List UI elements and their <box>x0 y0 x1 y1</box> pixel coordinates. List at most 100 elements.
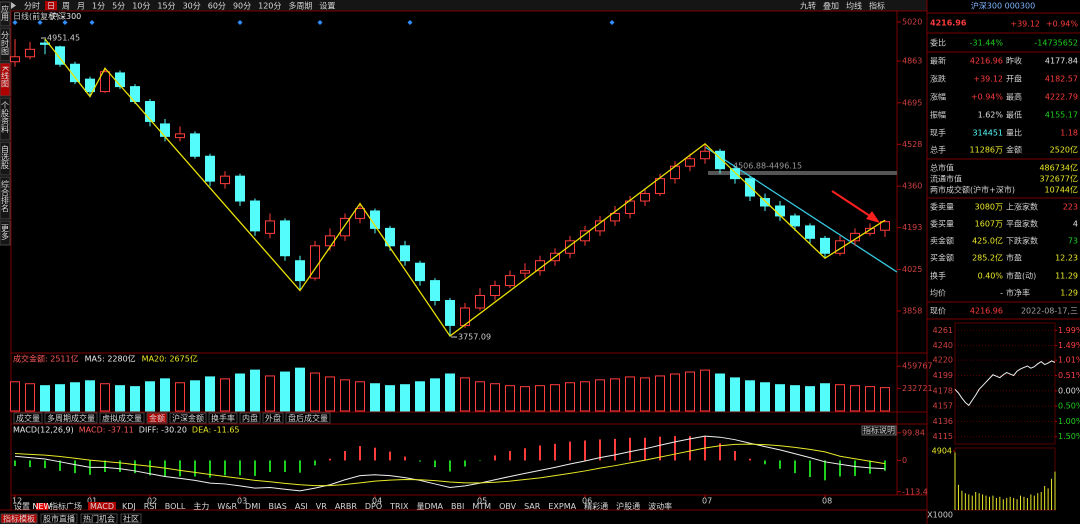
tab[interactable]: 金额 <box>149 413 165 423</box>
candle-body <box>760 198 770 207</box>
side-tab[interactable]: 分时图 <box>1 31 10 56</box>
tab[interactable]: 虚拟成交量 <box>102 413 142 423</box>
tab[interactable]: 30分 <box>183 2 201 11</box>
tab[interactable]: 叠加 <box>823 1 839 11</box>
indicator-tab[interactable]: DMI <box>245 502 260 511</box>
marker[interactable] <box>407 20 413 25</box>
quote-value: 11.29 <box>1055 272 1078 281</box>
volume-bar <box>700 369 710 412</box>
indicator-tab[interactable]: BOLL <box>165 502 186 511</box>
tab[interactable]: 分时 <box>24 1 40 11</box>
marker[interactable] <box>89 20 95 25</box>
indicator-tab[interactable]: KDJ <box>122 502 136 511</box>
side-tab-bg <box>0 176 11 220</box>
indicator-tab[interactable]: W&R <box>217 502 237 511</box>
tab[interactable]: 10分 <box>132 2 150 11</box>
indicator-tab[interactable]: VR <box>316 502 327 511</box>
bottom-tab[interactable]: 股市直播 <box>43 514 75 524</box>
indicator-tab[interactable]: MTM <box>472 502 491 511</box>
y2-tick-label: 0.50% <box>1058 402 1080 411</box>
indicator-tab[interactable]: 设置 <box>14 501 30 511</box>
quote-label: 振幅 <box>930 110 946 120</box>
tab[interactable]: 九转 <box>800 1 816 11</box>
bottom-tab[interactable]: 指标模板 <box>3 514 35 524</box>
indicator-tab[interactable]: EXPMA <box>548 502 576 511</box>
indicator-tab[interactable]: 指标广场 <box>50 501 82 511</box>
indicator-tab[interactable]: RSI <box>144 502 157 511</box>
indicator-tab[interactable]: MACD <box>90 502 114 511</box>
indicator-tab[interactable]: BBI <box>451 502 464 511</box>
tab[interactable]: 月 <box>77 2 85 11</box>
quote-value: 314451 <box>972 129 1003 138</box>
bottom-tab[interactable]: 热门机会 <box>83 514 115 524</box>
side-tab[interactable]: 更多 <box>1 224 10 241</box>
indicator-tab[interactable]: ARBR <box>335 502 358 511</box>
volume-bar <box>280 371 290 412</box>
indicator-tab[interactable]: ASI <box>295 502 308 511</box>
help-button-label[interactable]: 指标说明 <box>863 425 895 435</box>
marker[interactable] <box>317 20 323 25</box>
marker[interactable] <box>62 20 68 25</box>
side-tab[interactable]: 自选股 <box>1 144 10 170</box>
volume-bar <box>565 382 575 412</box>
tab[interactable]: 1分 <box>92 2 105 11</box>
indicator-tab[interactable]: 量DMA <box>416 502 443 511</box>
indicator-tab[interactable]: TRIX <box>389 502 409 511</box>
marker[interactable] <box>12 20 18 25</box>
side-tab[interactable]: 综合排名 <box>1 179 10 213</box>
tab[interactable]: 内盘 <box>242 413 258 423</box>
indicator-tab[interactable]: 沪股通 <box>616 501 640 511</box>
marker[interactable] <box>37 20 43 25</box>
tab[interactable]: 120分 <box>258 2 281 11</box>
quote-label: 市净率 <box>1006 288 1030 298</box>
indicator-tab[interactable]: 精彩通 <box>584 501 608 511</box>
tab[interactable]: 外盘 <box>265 413 281 423</box>
tab[interactable]: 沪深金额 <box>172 413 204 423</box>
tab[interactable]: 换手率 <box>211 413 235 423</box>
candle-body <box>505 275 515 287</box>
tab[interactable]: 多周期成交量 <box>47 413 95 423</box>
indicator-tab[interactable]: 主力 <box>193 501 209 511</box>
tab[interactable]: 15分 <box>157 2 175 11</box>
bottom-tab[interactable]: 社区 <box>123 514 139 524</box>
quote-label: 总手 <box>930 145 946 155</box>
side-tab[interactable]: K线图 <box>1 66 10 88</box>
nav-right[interactable] <box>11 2 16 9</box>
volume-bar <box>205 376 215 412</box>
tab[interactable]: 成交量 <box>16 413 40 423</box>
indicator-tab[interactable]: 波动率 <box>648 501 672 511</box>
indicator-tab[interactable]: SAR <box>524 502 541 511</box>
volume-bar <box>865 386 875 412</box>
tab[interactable]: 指标 <box>869 1 885 11</box>
volume-bar <box>685 371 695 412</box>
tab[interactable]: 设置 <box>319 1 335 11</box>
side-tab-bg <box>0 62 11 97</box>
side-tab[interactable]: 个股资料 <box>1 101 10 134</box>
tab[interactable]: 90分 <box>233 2 251 11</box>
tab[interactable]: 60分 <box>208 2 226 11</box>
side-tab[interactable]: 应用 <box>1 4 10 22</box>
y-tick-label: 3858 <box>902 306 922 315</box>
tab[interactable]: 均线 <box>846 1 862 11</box>
indicator-tab[interactable]: BIAS <box>268 502 286 511</box>
indicator-tab[interactable]: OBV <box>499 502 517 511</box>
volume-bar <box>730 377 740 412</box>
range-annotation: 4506.88-4496.15 <box>733 162 802 171</box>
quote-value: 1607万 <box>975 220 1003 229</box>
tab[interactable]: 日 <box>47 2 55 11</box>
marker[interactable] <box>237 20 243 25</box>
tab[interactable]: 盘后成交量 <box>288 413 328 423</box>
tab[interactable]: 多周期 <box>288 1 312 11</box>
quote-change: +39.12 <box>1010 20 1040 29</box>
marker[interactable] <box>609 20 615 25</box>
candle-body <box>265 220 275 234</box>
indicator-tab[interactable]: DPO <box>365 502 382 511</box>
tab[interactable]: 周 <box>62 2 70 11</box>
tab[interactable]: 5分 <box>112 2 125 11</box>
help-button[interactable] <box>861 425 897 436</box>
candle-body <box>415 262 425 282</box>
macd-legend: DIFF: -30.20 <box>139 426 187 435</box>
quote-value: 486734亿 <box>1039 163 1078 173</box>
volume-bar <box>745 380 755 412</box>
volume-bar <box>625 376 635 412</box>
